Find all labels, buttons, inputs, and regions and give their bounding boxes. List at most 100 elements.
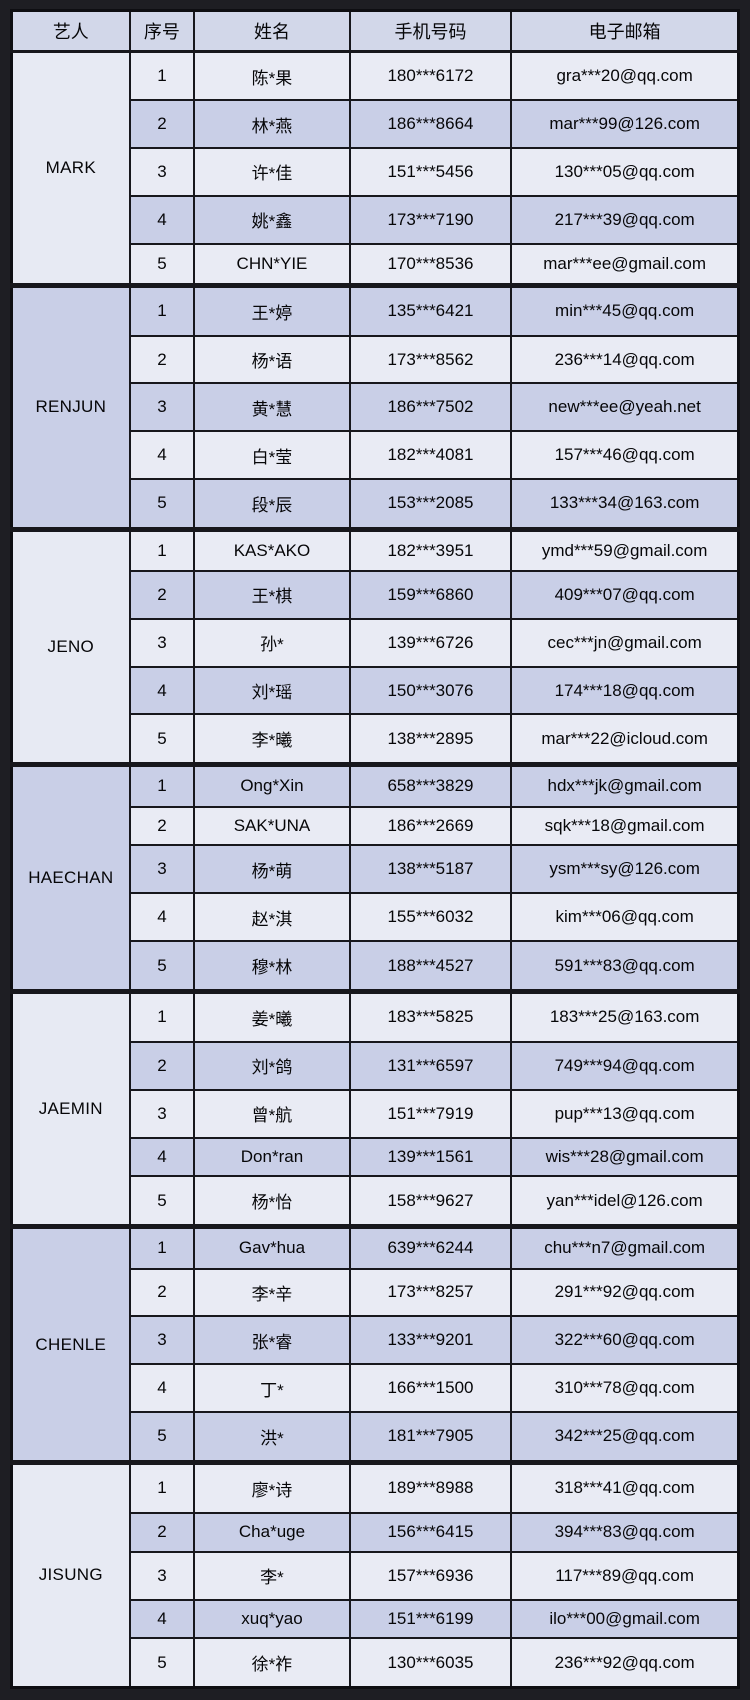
email-cell: 322***60@qq.com <box>510 1315 740 1366</box>
email-cell: 291***92@qq.com <box>510 1267 740 1318</box>
email-cell: mar***ee@gmail.com <box>510 242 740 287</box>
phone-cell: 173***8562 <box>348 334 513 385</box>
name-cell: 白*莹 <box>193 430 351 481</box>
name-cell: 姚*鑫 <box>193 194 351 245</box>
phone-cell: 170***8536 <box>348 242 513 287</box>
phone-cell: 151***6199 <box>348 1598 513 1640</box>
phone-cell: 130***6035 <box>348 1637 513 1689</box>
column-header-email: 电子邮箱 <box>510 9 740 53</box>
name-cell: 穆*林 <box>193 940 351 993</box>
name-cell: 洪* <box>193 1410 351 1464</box>
email-cell: cec***jn@gmail.com <box>510 617 740 668</box>
artist-cell: CHENLE <box>10 1224 131 1464</box>
table-row: 5 CHN*YIE 170***8536 mar***ee@gmail.com <box>12 242 740 287</box>
email-cell: 591***83@qq.com <box>510 940 740 993</box>
table-row: RENJUN 1 王*婷 135***6421 min***45@qq.com <box>10 282 740 531</box>
email-cell: min***45@qq.com <box>510 282 740 337</box>
email-cell: mar***22@icloud.com <box>510 713 740 766</box>
email-cell: 310***78@qq.com <box>510 1363 740 1413</box>
email-cell: ilo***00@gmail.com <box>510 1598 740 1640</box>
index-cell: 2 <box>128 570 196 620</box>
index-cell: 5 <box>128 1637 196 1689</box>
header-row: 艺人 序号 姓名 手机号码 电子邮箱 <box>10 9 740 53</box>
phone-cell: 138***2895 <box>348 713 513 766</box>
phone-cell: 189***8988 <box>348 1459 513 1514</box>
index-cell: 1 <box>128 762 196 808</box>
index-cell: 2 <box>128 1267 196 1318</box>
email-cell: yan***idel@126.com <box>510 1175 740 1228</box>
phone-cell: 188***4527 <box>348 940 513 993</box>
table-row: 2 SAK*UNA 186***2669 sqk***18@gmail.com <box>12 805 740 847</box>
name-cell: 李*曦 <box>193 713 351 766</box>
email-cell: 157***46@qq.com <box>510 430 740 481</box>
phone-cell: 182***3951 <box>348 526 513 573</box>
artist-cell: JENO <box>10 526 131 766</box>
index-cell: 4 <box>128 892 196 943</box>
table-row: 2 杨*语 173***8562 236***14@qq.com <box>12 334 740 385</box>
index-cell: 4 <box>128 1136 196 1178</box>
artist-cell: JAEMIN <box>10 988 131 1228</box>
name-cell: Don*ran <box>193 1136 351 1178</box>
table-row: 5 段*辰 153***2085 133***34@163.com <box>12 478 740 531</box>
email-cell: gra***20@qq.com <box>510 50 740 102</box>
phone-cell: 183***5825 <box>348 988 513 1043</box>
index-cell: 5 <box>128 478 196 531</box>
email-cell: 342***25@qq.com <box>510 1410 740 1464</box>
phone-cell: 156***6415 <box>348 1511 513 1553</box>
phone-cell: 181***7905 <box>348 1410 513 1464</box>
table-row: JISUNG 1 廖*诗 189***8988 318***41@qq.com <box>10 1459 740 1689</box>
phone-cell: 151***7919 <box>348 1088 513 1139</box>
name-cell: 刘*鸽 <box>193 1040 351 1091</box>
email-cell: kim***06@qq.com <box>510 892 740 943</box>
table-row: 3 李* 157***6936 117***89@qq.com <box>12 1550 740 1601</box>
email-cell: ymd***59@gmail.com <box>510 526 740 573</box>
table-row: 5 洪* 181***7905 342***25@qq.com <box>12 1410 740 1464</box>
phone-cell: 186***8664 <box>348 99 513 149</box>
name-cell: SAK*UNA <box>193 805 351 847</box>
name-cell: 杨*语 <box>193 334 351 385</box>
column-header-name: 姓名 <box>193 9 351 53</box>
index-cell: 5 <box>128 713 196 766</box>
name-cell: 许*佳 <box>193 146 351 197</box>
index-cell: 2 <box>128 1511 196 1553</box>
phone-cell: 186***7502 <box>348 382 513 433</box>
name-cell: 赵*淇 <box>193 892 351 943</box>
index-cell: 2 <box>128 1040 196 1091</box>
phone-cell: 139***6726 <box>348 617 513 668</box>
table-row: HAECHAN 1 Ong*Xin 658***3829 hdx***jk@gmail.… <box>10 762 740 993</box>
index-cell: 4 <box>128 430 196 481</box>
name-cell: 丁* <box>193 1363 351 1413</box>
index-cell: 5 <box>128 1175 196 1228</box>
phone-cell: 173***7190 <box>348 194 513 245</box>
table-row: JENO 1 KAS*AKO 182***3951 ymd***59@gmail.com <box>10 526 740 766</box>
index-cell: 5 <box>128 940 196 993</box>
name-cell: 杨*萌 <box>193 844 351 895</box>
index-cell: 1 <box>128 282 196 337</box>
phone-cell: 173***8257 <box>348 1267 513 1318</box>
index-cell: 4 <box>128 194 196 245</box>
email-cell: 236***92@qq.com <box>510 1637 740 1689</box>
phone-cell: 658***3829 <box>348 762 513 808</box>
table-row: 2 林*燕 186***8664 mar***99@126.com <box>12 99 740 149</box>
index-cell: 3 <box>128 844 196 895</box>
table-row: 4 赵*淇 155***6032 kim***06@qq.com <box>12 892 740 943</box>
name-cell: Gav*hua <box>193 1224 351 1270</box>
phone-cell: 182***4081 <box>348 430 513 481</box>
name-cell: 杨*怡 <box>193 1175 351 1228</box>
index-cell: 4 <box>128 665 196 716</box>
index-cell: 1 <box>128 988 196 1043</box>
phone-cell: 150***3076 <box>348 665 513 716</box>
column-header-artist: 艺人 <box>10 9 131 53</box>
column-header-phone: 手机号码 <box>348 9 513 53</box>
email-cell: mar***99@126.com <box>510 99 740 149</box>
index-cell: 1 <box>128 1224 196 1270</box>
email-cell: 236***14@qq.com <box>510 334 740 385</box>
phone-cell: 157***6936 <box>348 1550 513 1601</box>
email-cell: 217***39@qq.com <box>510 194 740 245</box>
table-row: 4 姚*鑫 173***7190 217***39@qq.com <box>12 194 740 245</box>
index-cell: 2 <box>128 99 196 149</box>
index-cell: 2 <box>128 805 196 847</box>
table-row: 2 王*棋 159***6860 409***07@qq.com <box>12 570 740 620</box>
email-cell: 130***05@qq.com <box>510 146 740 197</box>
phone-cell: 138***5187 <box>348 844 513 895</box>
